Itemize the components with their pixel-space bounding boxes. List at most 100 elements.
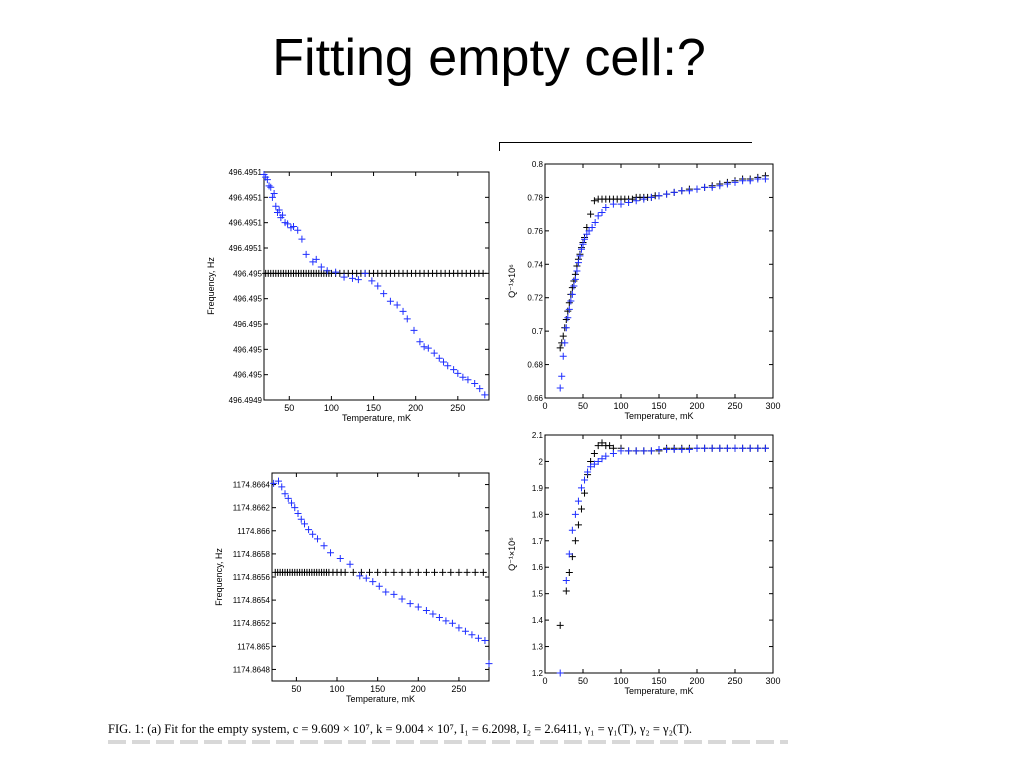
x-tick-label: 100 xyxy=(330,684,345,694)
fit-point xyxy=(565,299,573,307)
fit-point xyxy=(382,568,390,576)
fit-point xyxy=(390,568,398,576)
data-point xyxy=(609,200,617,208)
data-point xyxy=(663,446,671,454)
y-tick-label: 496.495 xyxy=(233,269,262,278)
data-point xyxy=(573,267,581,275)
data-point xyxy=(761,444,769,452)
data-point xyxy=(348,274,356,282)
data-point xyxy=(336,555,344,563)
data-point xyxy=(625,198,633,206)
data-point xyxy=(701,183,709,191)
fit-point xyxy=(479,269,487,277)
fit-point xyxy=(455,568,463,576)
data-point xyxy=(476,385,484,393)
data-point xyxy=(403,315,411,323)
data-point xyxy=(354,276,362,284)
fit-point xyxy=(447,568,455,576)
y-tick-label: 1.6 xyxy=(532,563,544,572)
data-point xyxy=(587,463,595,471)
fit-point xyxy=(590,197,598,205)
data-point xyxy=(289,222,297,230)
data-point xyxy=(369,578,377,586)
data-point xyxy=(701,444,709,452)
data-point xyxy=(647,447,655,455)
data-point xyxy=(678,187,686,195)
data-point xyxy=(594,212,602,220)
plot-frame xyxy=(544,434,774,674)
cropped-figure-fragment xyxy=(499,142,752,151)
y-tick-label: 0.68 xyxy=(527,361,543,370)
fit-point xyxy=(587,210,595,218)
data-point xyxy=(678,446,686,454)
y-tick-label: 0.7 xyxy=(532,327,544,336)
data-point xyxy=(663,190,671,198)
data-point xyxy=(576,252,584,260)
x-tick-label: 50 xyxy=(578,676,588,686)
data-point xyxy=(716,182,724,190)
data-point xyxy=(474,634,482,642)
data-point xyxy=(567,297,575,305)
data-point xyxy=(263,176,271,184)
data-point xyxy=(556,669,564,677)
y-tick-label: 496.4951 xyxy=(229,244,263,253)
x-tick-label: 100 xyxy=(613,676,628,686)
data-point xyxy=(577,484,585,492)
fit-point xyxy=(598,439,606,447)
data-point xyxy=(320,542,328,550)
chart-bottom-left-frequency: 50 100 150 200 250 1174.8664 1174.8662 1174.866… xyxy=(214,472,493,704)
y-tick-label: 2.1 xyxy=(532,431,544,440)
y-tick-label: 1.5 xyxy=(532,590,544,599)
data-point xyxy=(571,275,579,283)
data-point xyxy=(602,452,610,460)
data-point xyxy=(327,549,335,557)
y-tick-label: 0.74 xyxy=(527,260,543,269)
fit-point xyxy=(565,569,573,577)
data-point xyxy=(708,444,716,452)
data-point xyxy=(571,510,579,518)
fit-point xyxy=(357,568,365,576)
x-tick-label: 50 xyxy=(578,401,588,411)
data-point xyxy=(420,343,428,351)
fit-series xyxy=(271,568,487,576)
x-tick-label: 250 xyxy=(451,684,466,694)
fit-point xyxy=(479,568,487,576)
data-point xyxy=(588,224,596,232)
data-point xyxy=(375,582,383,590)
data-point xyxy=(584,468,592,476)
fit-point xyxy=(559,332,567,340)
y-tick-label: 1174.8648 xyxy=(233,665,271,674)
data-point xyxy=(390,590,398,598)
data-point xyxy=(579,240,587,248)
y-tick-label: 496.4951 xyxy=(229,193,263,202)
x-tick-label: 300 xyxy=(765,676,780,686)
data-point xyxy=(297,515,305,523)
data-point xyxy=(272,202,280,210)
data-point xyxy=(380,290,388,298)
data-point xyxy=(455,624,463,632)
data-point xyxy=(454,369,462,377)
measured-series xyxy=(556,444,769,677)
x-tick-label: 150 xyxy=(651,401,666,411)
data-point xyxy=(305,526,313,534)
data-point xyxy=(317,263,325,271)
measured-series xyxy=(270,477,493,668)
data-point xyxy=(294,509,302,517)
data-point xyxy=(574,259,582,267)
data-point xyxy=(568,290,576,298)
data-point xyxy=(430,349,438,357)
fit-point xyxy=(577,505,585,513)
title-mask xyxy=(200,90,800,100)
y-tick-label: 496.495 xyxy=(233,371,262,380)
x-tick-label: 150 xyxy=(366,403,381,413)
data-point xyxy=(561,339,569,347)
data-point xyxy=(268,193,276,201)
y-tick-label: 496.495 xyxy=(233,295,262,304)
data-point xyxy=(382,588,390,596)
data-point xyxy=(739,444,747,452)
data-point xyxy=(685,187,693,195)
fit-point xyxy=(439,568,447,576)
data-point xyxy=(281,490,289,498)
data-point xyxy=(368,277,376,285)
data-point xyxy=(485,660,493,668)
